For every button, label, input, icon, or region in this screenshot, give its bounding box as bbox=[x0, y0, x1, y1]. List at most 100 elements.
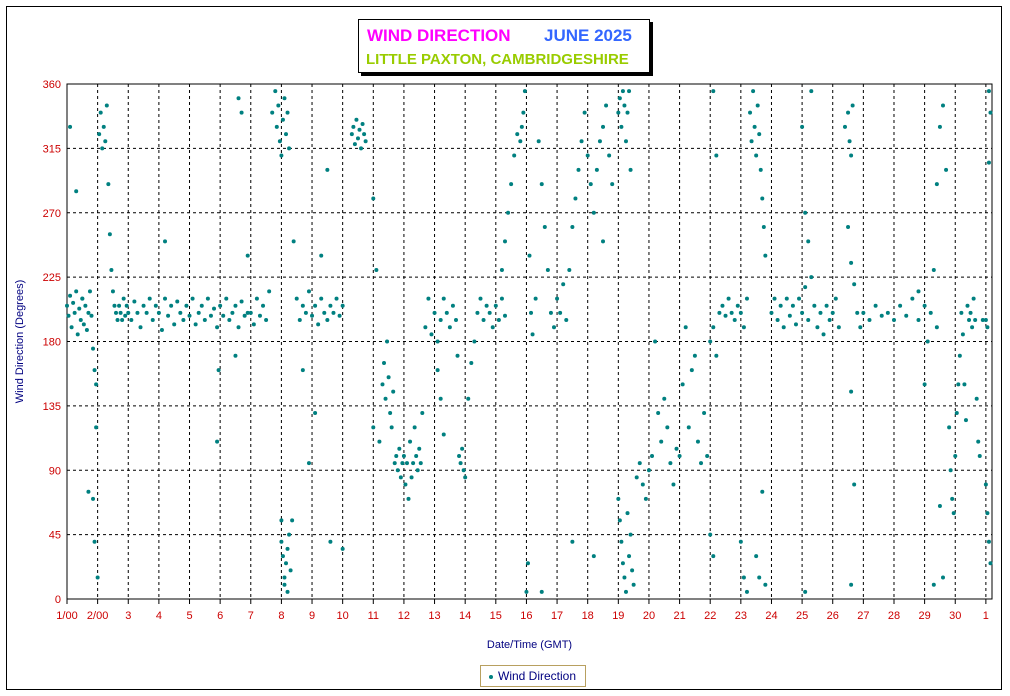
x-tick-label: 22 bbox=[704, 610, 716, 622]
x-tick-label: 23 bbox=[735, 610, 747, 622]
data-point bbox=[450, 303, 455, 308]
data-point bbox=[438, 318, 443, 323]
data-point bbox=[885, 310, 890, 315]
data-point bbox=[525, 561, 530, 566]
data-point bbox=[631, 582, 636, 587]
data-point bbox=[121, 296, 126, 301]
x-tick-label: 18 bbox=[582, 610, 594, 622]
data-point bbox=[772, 296, 777, 301]
data-point bbox=[357, 127, 362, 132]
data-point bbox=[561, 282, 566, 287]
data-point bbox=[947, 425, 952, 430]
data-point bbox=[757, 575, 762, 580]
data-point bbox=[175, 299, 180, 304]
data-point bbox=[576, 167, 581, 172]
data-point bbox=[245, 253, 250, 258]
legend-label: Wind Direction bbox=[498, 669, 577, 683]
data-point bbox=[790, 303, 795, 308]
data-point bbox=[910, 296, 915, 301]
data-point bbox=[98, 110, 103, 115]
data-point bbox=[74, 289, 79, 294]
data-point bbox=[101, 124, 106, 129]
data-point bbox=[69, 325, 74, 330]
data-point bbox=[441, 296, 446, 301]
data-point bbox=[677, 453, 682, 458]
data-point bbox=[653, 339, 658, 344]
data-point bbox=[354, 117, 359, 122]
data-point bbox=[115, 318, 120, 323]
data-point bbox=[815, 325, 820, 330]
data-point bbox=[215, 325, 220, 330]
data-point bbox=[181, 318, 186, 323]
data-point bbox=[274, 124, 279, 129]
data-point bbox=[749, 139, 754, 144]
x-tick-label: 1 bbox=[983, 610, 989, 622]
data-point bbox=[291, 239, 296, 244]
data-point bbox=[630, 568, 635, 573]
data-point bbox=[536, 139, 541, 144]
data-point bbox=[374, 267, 379, 272]
data-point bbox=[313, 303, 318, 308]
data-point bbox=[646, 468, 651, 473]
data-point bbox=[163, 239, 168, 244]
data-point bbox=[620, 89, 625, 94]
data-point bbox=[622, 103, 627, 108]
data-point bbox=[757, 132, 762, 137]
data-point bbox=[147, 296, 152, 301]
data-point bbox=[922, 382, 927, 387]
data-point bbox=[738, 310, 743, 315]
data-point bbox=[898, 303, 903, 308]
data-point bbox=[429, 332, 434, 337]
data-point bbox=[954, 411, 959, 416]
data-point bbox=[388, 411, 393, 416]
data-point bbox=[337, 313, 342, 318]
data-point bbox=[319, 253, 324, 258]
data-point bbox=[619, 539, 624, 544]
data-point bbox=[224, 296, 229, 301]
y-tick-label: 135 bbox=[43, 401, 61, 413]
data-point bbox=[169, 303, 174, 308]
x-tick-label: 10 bbox=[337, 610, 349, 622]
data-point bbox=[763, 253, 768, 258]
data-point bbox=[671, 482, 676, 487]
data-point bbox=[754, 153, 759, 158]
data-point bbox=[230, 310, 235, 315]
x-tick-label: 8 bbox=[278, 610, 284, 622]
data-point bbox=[187, 313, 192, 318]
data-point bbox=[94, 425, 99, 430]
data-point bbox=[496, 318, 501, 323]
data-point bbox=[509, 182, 514, 187]
y-tick-label: 360 bbox=[43, 79, 61, 91]
data-point bbox=[643, 496, 648, 501]
data-point bbox=[695, 439, 700, 444]
x-tick-label: 19 bbox=[612, 610, 624, 622]
data-point bbox=[334, 296, 339, 301]
data-point bbox=[117, 303, 122, 308]
data-point bbox=[420, 411, 425, 416]
data-point bbox=[328, 303, 333, 308]
data-point bbox=[607, 153, 612, 158]
data-point bbox=[340, 546, 345, 551]
data-point bbox=[236, 96, 241, 101]
data-point bbox=[432, 310, 437, 315]
x-tick-label: 17 bbox=[551, 610, 563, 622]
data-point bbox=[616, 110, 621, 115]
data-point bbox=[818, 310, 823, 315]
data-point bbox=[627, 89, 632, 94]
data-point bbox=[519, 124, 524, 129]
data-point bbox=[555, 296, 560, 301]
data-point bbox=[867, 318, 872, 323]
data-point bbox=[850, 103, 855, 108]
data-point bbox=[617, 518, 622, 523]
data-point bbox=[650, 453, 655, 458]
data-point bbox=[527, 253, 532, 258]
data-point bbox=[953, 453, 958, 458]
data-point bbox=[239, 299, 244, 304]
data-point bbox=[406, 496, 411, 501]
data-point bbox=[617, 96, 622, 101]
data-point bbox=[418, 461, 423, 466]
data-point bbox=[385, 339, 390, 344]
data-point bbox=[988, 110, 993, 115]
x-tick-label: 25 bbox=[796, 610, 808, 622]
data-point bbox=[362, 132, 367, 137]
